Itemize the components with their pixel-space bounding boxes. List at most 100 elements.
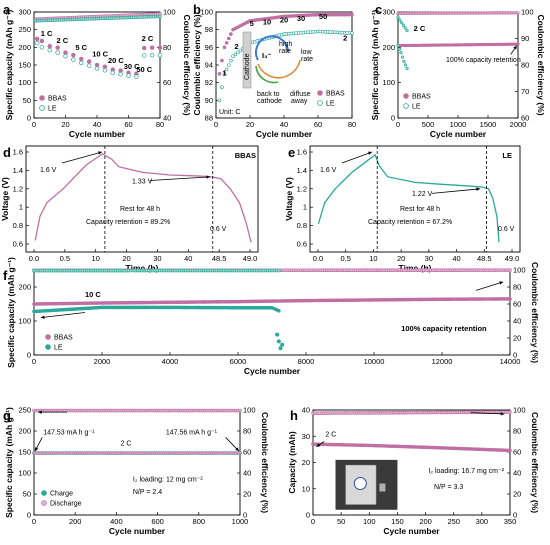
a-x-tick-label: 20 bbox=[61, 120, 69, 129]
h-x-tick-label: 350 bbox=[504, 517, 517, 526]
f-retention-label: 100% capacity retention bbox=[401, 324, 487, 333]
b-x-tick-label: 0 bbox=[214, 120, 218, 129]
a-le-point bbox=[110, 70, 115, 76]
b-x-tick-label: 80 bbox=[348, 120, 356, 129]
b-bbas-point bbox=[229, 32, 233, 36]
c-retention-label: 100% capacity retention bbox=[446, 57, 521, 64]
a-y2-tick-label: 40 bbox=[163, 114, 171, 123]
e-retention-label: Capacity retention = 67.2% bbox=[368, 219, 452, 226]
g-x-axis-label: Cycle number bbox=[109, 526, 166, 536]
d-y-tick-label: 1 bbox=[19, 203, 23, 212]
f-y2-tick-label: 60 bbox=[513, 300, 521, 309]
b-inset-diffuse-label: diffuse bbox=[290, 91, 311, 98]
a-le-point bbox=[47, 47, 52, 53]
b-le-point bbox=[233, 52, 238, 57]
h-rate-label: 2 C bbox=[325, 431, 336, 438]
h-pouch-tab bbox=[379, 483, 386, 492]
h-y2-tick-label: 60 bbox=[513, 448, 521, 457]
e-y-tick-label: 1.4 bbox=[297, 166, 307, 175]
g-y-tick-label: 150 bbox=[18, 448, 31, 457]
g-y2-tick-label: 100 bbox=[243, 406, 256, 415]
g-y2-tick-label: 80 bbox=[243, 427, 251, 436]
d-end-voltage-label: 0.6 V bbox=[210, 226, 227, 233]
b-rate-label: 10 bbox=[263, 17, 271, 26]
g-start-label: 147.53 mA h g⁻¹ bbox=[43, 429, 95, 436]
e-x-tick-label: 0.5 bbox=[340, 254, 350, 263]
g-loading-label: I₂ loading: 12 mg cm⁻² bbox=[133, 476, 203, 483]
b-x-tick-label: 60 bbox=[314, 120, 322, 129]
a-y-tick-label: 0 bbox=[27, 114, 31, 123]
h-y2-tick-label: 40 bbox=[513, 469, 521, 478]
g-y2-tick-label: 40 bbox=[243, 469, 251, 478]
e-rest-label: Rest for 48 h bbox=[400, 206, 440, 213]
c-ce-le-point bbox=[398, 18, 402, 22]
panel-label-a: a bbox=[3, 2, 11, 17]
a-le-point bbox=[149, 52, 155, 58]
d-y-tick-label: 0.8 bbox=[13, 221, 23, 230]
g-x-tick-label: 200 bbox=[69, 517, 82, 526]
c-le-point bbox=[405, 66, 409, 71]
b-inset-diffuse-label-2: away bbox=[291, 98, 308, 105]
d-x-axis-label: Time (h) bbox=[126, 263, 159, 273]
a-bbas-point bbox=[39, 38, 45, 44]
a-bbas-point bbox=[149, 45, 155, 50]
a-rate-label: 30 C bbox=[124, 62, 140, 71]
c-rate-label: 2 C bbox=[414, 24, 426, 33]
g-y2-axis-label: Coulombic efficiency (%) bbox=[260, 412, 270, 513]
e-peak-label: 1.6 V bbox=[320, 167, 337, 174]
g-x-tick-label: 400 bbox=[110, 517, 123, 526]
b-le-point bbox=[229, 58, 233, 63]
f-x-tick-label: 10000 bbox=[364, 357, 385, 366]
e-peak-arrow bbox=[341, 151, 373, 164]
b-y-tick-label: 100 bbox=[200, 8, 213, 17]
d-rest-voltage-label: 1.33 V bbox=[132, 178, 153, 185]
h-y2-tick-label: 0 bbox=[513, 511, 517, 520]
panel-label-e: e bbox=[288, 145, 295, 160]
c-le-point bbox=[402, 59, 406, 64]
b-le-point bbox=[226, 63, 231, 67]
b-inset-back-label: back to bbox=[257, 91, 280, 98]
b-rate-label: 2 bbox=[343, 33, 347, 42]
g-legend-marker bbox=[41, 490, 47, 496]
c-legend-label: LE bbox=[412, 104, 421, 111]
b-y-tick-label: 92 bbox=[205, 78, 213, 87]
f-ce-arrow bbox=[475, 281, 504, 291]
d-voltage-curve bbox=[34, 153, 252, 243]
b-inset-high-rate-label: high bbox=[279, 41, 292, 48]
b-high-rate-arc bbox=[255, 35, 289, 61]
c-x-tick-label: 1500 bbox=[480, 120, 497, 129]
c-le-point bbox=[399, 51, 403, 55]
f-le-drop-point bbox=[280, 342, 285, 347]
d-y-axis-label: Voltage (V) bbox=[0, 177, 10, 221]
e-y-tick-label: 1.6 bbox=[297, 148, 307, 157]
c-y-tick-label: 200 bbox=[382, 43, 395, 52]
d-x-tick-label: 0.5 bbox=[60, 254, 70, 263]
f-x-tick-label: 8000 bbox=[298, 357, 315, 366]
b-low-rate-arc bbox=[257, 59, 301, 79]
c-ce-bbas-point bbox=[516, 11, 520, 15]
a-bbas-point bbox=[47, 44, 52, 49]
a-le-point bbox=[134, 74, 139, 79]
d-x-tick-label: 10 bbox=[92, 254, 100, 263]
h-x-axis-label: Cycle number bbox=[383, 526, 440, 536]
e-x-tick-label: 0.0 bbox=[313, 254, 323, 263]
f-legend-label: LE bbox=[54, 345, 63, 352]
d-rest-arrow bbox=[149, 176, 211, 181]
panel-label-d: d bbox=[3, 145, 11, 160]
b-le-point bbox=[231, 54, 235, 58]
c-y-tick-label: 300 bbox=[382, 8, 395, 17]
c-x-tick-label: 500 bbox=[422, 120, 435, 129]
a-rate-label: 50 C bbox=[136, 65, 152, 74]
f-y2-tick-label: 40 bbox=[513, 317, 521, 326]
d-rest-label: Rest for 48 h bbox=[120, 206, 160, 213]
g-end-arrow-head bbox=[235, 447, 239, 452]
h-x-tick-label: 200 bbox=[419, 517, 432, 526]
f-y2-tick-label: 0 bbox=[513, 351, 517, 360]
f-x-axis-label: Cycle number bbox=[244, 366, 301, 376]
e-x-tick-label: 48.5 bbox=[477, 254, 492, 263]
a-bbas-point bbox=[86, 59, 92, 64]
a-x-tick-label: 60 bbox=[124, 120, 132, 129]
a-ce-le-point bbox=[158, 14, 162, 19]
g-legend-label: Discharge bbox=[50, 501, 82, 508]
a-y2-tick-label: 100 bbox=[163, 8, 176, 17]
